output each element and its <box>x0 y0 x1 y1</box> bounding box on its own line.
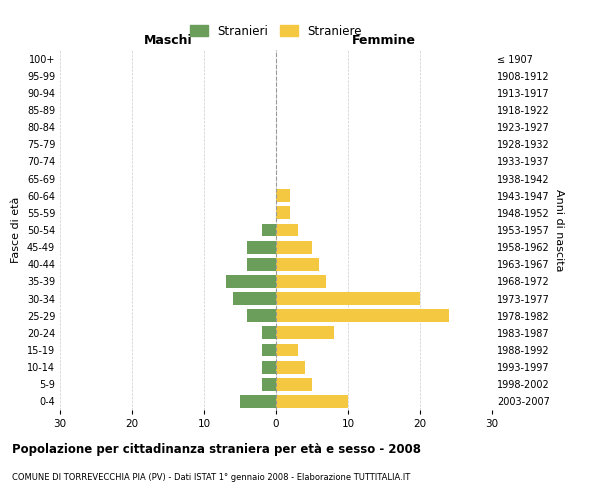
Bar <box>262 344 276 356</box>
Y-axis label: Anni di nascita: Anni di nascita <box>554 188 563 271</box>
Y-axis label: Fasce di età: Fasce di età <box>11 197 21 263</box>
Bar <box>226 275 276 288</box>
Bar <box>247 240 276 254</box>
Bar <box>276 190 290 202</box>
Bar <box>276 326 334 340</box>
Bar <box>276 240 312 254</box>
Bar <box>276 395 348 408</box>
Bar <box>240 395 276 408</box>
Bar <box>276 310 449 322</box>
Bar <box>276 258 319 270</box>
Bar <box>276 275 326 288</box>
Text: Femmine: Femmine <box>352 34 416 46</box>
Bar <box>247 258 276 270</box>
Bar <box>276 206 290 220</box>
Text: Popolazione per cittadinanza straniera per età e sesso - 2008: Popolazione per cittadinanza straniera p… <box>12 442 421 456</box>
Text: Maschi: Maschi <box>143 34 193 46</box>
Text: COMUNE DI TORREVECCHIA PIA (PV) - Dati ISTAT 1° gennaio 2008 - Elaborazione TUTT: COMUNE DI TORREVECCHIA PIA (PV) - Dati I… <box>12 472 410 482</box>
Bar <box>276 292 420 305</box>
Bar <box>262 326 276 340</box>
Bar <box>262 378 276 390</box>
Bar <box>276 360 305 374</box>
Bar <box>262 224 276 236</box>
Bar <box>276 224 298 236</box>
Bar <box>262 360 276 374</box>
Legend: Stranieri, Straniere: Stranieri, Straniere <box>185 20 367 42</box>
Bar <box>276 344 298 356</box>
Bar <box>247 310 276 322</box>
Bar <box>233 292 276 305</box>
Bar <box>276 378 312 390</box>
